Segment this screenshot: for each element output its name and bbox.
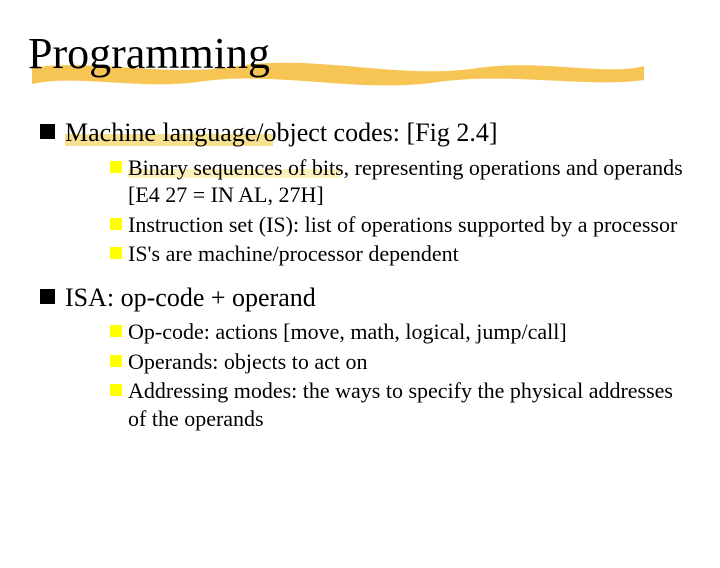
sub-list-item-text: IS's are machine/processor dependent: [128, 240, 459, 268]
sub-list-item-text: Binary sequences of bits, representing o…: [128, 154, 690, 209]
square-bullet-icon: [110, 218, 122, 230]
list-item: Machine language/object codes: [Fig 2.4]: [40, 117, 680, 150]
square-bullet-icon: [110, 325, 122, 337]
list-item-text: ISA: op-code + operand: [65, 282, 316, 315]
sub-list-item-text: Instruction set (IS): list of operations…: [128, 211, 677, 239]
list-item-text: Machine language/object codes: [Fig 2.4]: [65, 117, 497, 150]
sub-list-item: Addressing modes: the ways to specify th…: [110, 377, 690, 432]
square-bullet-icon: [110, 355, 122, 367]
sub-list-item: Instruction set (IS): list of operations…: [110, 211, 690, 239]
square-bullet-icon: [110, 161, 122, 173]
square-bullet-icon: [40, 289, 55, 304]
sub-list-item: Op-code: actions [move, math, logical, j…: [110, 318, 690, 346]
square-bullet-icon: [110, 384, 122, 396]
sub-list-item: IS's are machine/processor dependent: [110, 240, 690, 268]
square-bullet-icon: [40, 124, 55, 139]
list-item: ISA: op-code + operand: [40, 282, 680, 315]
sub-list-item-text: Operands: objects to act on: [128, 348, 368, 376]
sub-list: Op-code: actions [move, math, logical, j…: [110, 318, 690, 432]
content-area: Machine language/object codes: [Fig 2.4]…: [40, 117, 680, 432]
slide-title: Programming: [28, 28, 720, 79]
sub-list-item-text: Addressing modes: the ways to specify th…: [128, 377, 690, 432]
sub-list: Binary sequences of bits, representing o…: [110, 154, 690, 268]
sub-list-item-text: Op-code: actions [move, math, logical, j…: [128, 318, 567, 346]
slide-title-wrap: Programming: [28, 28, 720, 79]
square-bullet-icon: [110, 247, 122, 259]
sub-list-item: Binary sequences of bits, representing o…: [110, 154, 690, 209]
sub-list-item: Operands: objects to act on: [110, 348, 690, 376]
